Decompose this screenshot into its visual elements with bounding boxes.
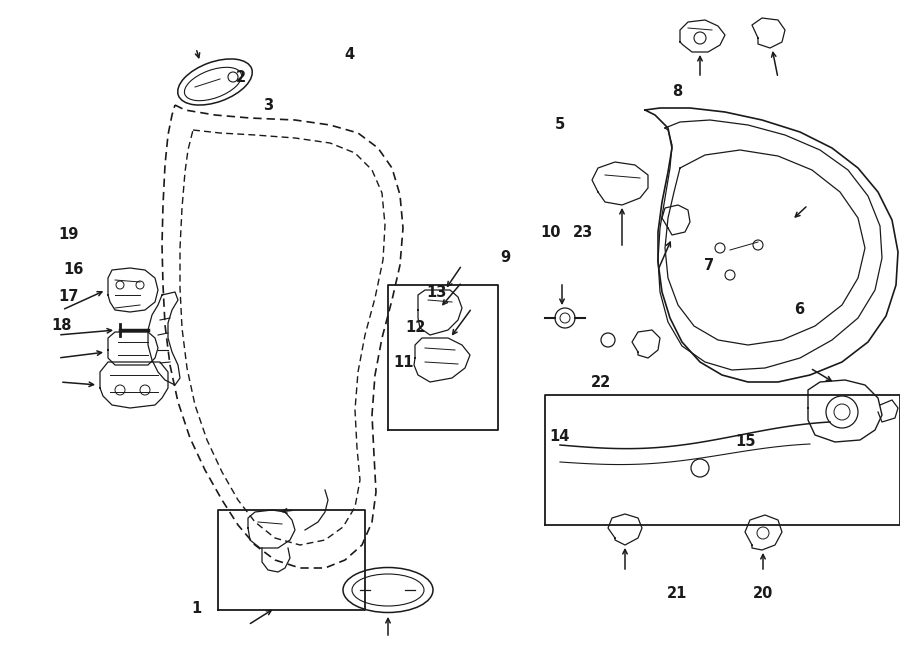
Text: 16: 16 [64,262,84,277]
Text: 7: 7 [704,258,715,273]
Text: 17: 17 [58,289,78,303]
Text: 15: 15 [735,434,755,449]
Text: 14: 14 [550,429,570,444]
Text: 21: 21 [667,586,687,601]
Text: 9: 9 [500,251,511,265]
Text: 20: 20 [753,586,773,601]
Text: 8: 8 [671,84,682,98]
Text: 13: 13 [427,285,446,299]
Text: 23: 23 [573,225,593,240]
Text: 4: 4 [344,47,355,61]
Text: 1: 1 [191,601,202,615]
Text: 3: 3 [263,98,274,113]
Text: 6: 6 [794,302,805,317]
Text: 11: 11 [393,355,413,369]
Text: 19: 19 [58,227,78,242]
Text: 2: 2 [236,71,247,85]
Text: 12: 12 [406,321,426,335]
Text: 18: 18 [51,318,71,332]
Text: 5: 5 [554,117,565,132]
Text: 10: 10 [541,225,561,240]
Text: 22: 22 [591,375,611,389]
